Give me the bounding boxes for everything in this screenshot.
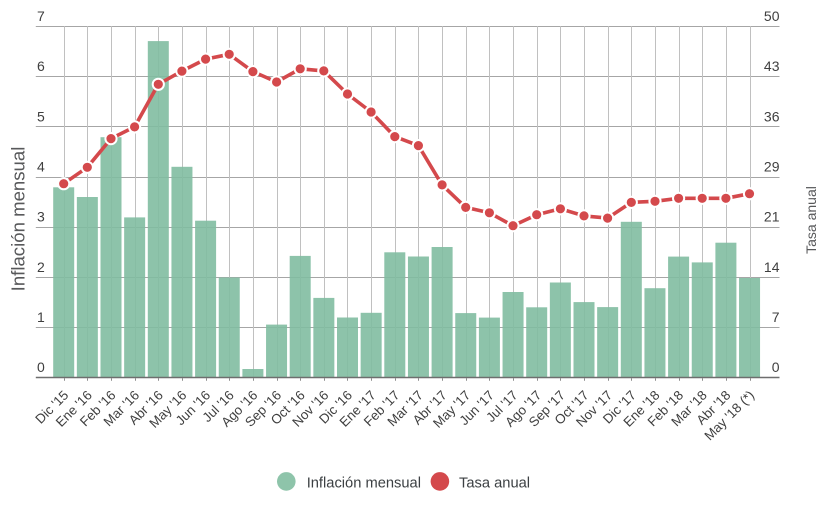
svg-text:43: 43 (764, 58, 780, 74)
svg-text:7: 7 (37, 8, 45, 24)
svg-text:14: 14 (764, 259, 780, 275)
svg-text:3: 3 (37, 209, 45, 225)
svg-text:0: 0 (37, 359, 45, 375)
svg-text:6: 6 (37, 58, 45, 74)
svg-text:Tasa anual: Tasa anual (803, 186, 819, 254)
svg-text:29: 29 (764, 159, 780, 175)
svg-text:2: 2 (37, 259, 45, 275)
svg-text:1: 1 (37, 309, 45, 325)
svg-text:Inflación mensual: Inflación mensual (307, 475, 421, 491)
svg-text:Tasa anual: Tasa anual (459, 475, 530, 491)
svg-text:5: 5 (37, 108, 45, 124)
svg-text:36: 36 (764, 108, 780, 124)
svg-text:7: 7 (772, 309, 780, 325)
svg-text:50: 50 (764, 8, 780, 24)
svg-text:0: 0 (772, 359, 780, 375)
svg-text:Inflación mensual: Inflación mensual (8, 147, 29, 292)
svg-text:4: 4 (37, 159, 45, 175)
svg-text:21: 21 (764, 209, 780, 225)
